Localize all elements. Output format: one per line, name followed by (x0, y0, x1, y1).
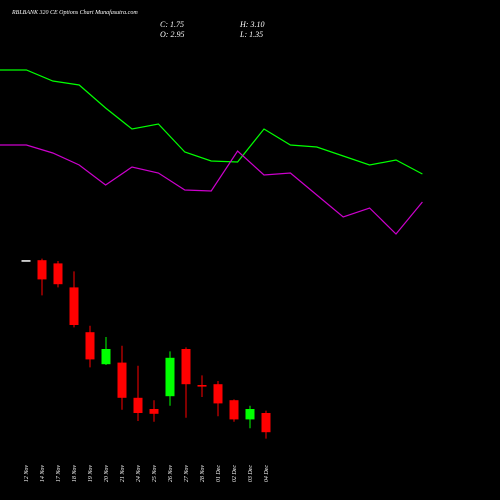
x-tick-label: 17 Nov (56, 465, 62, 483)
candle-body (101, 349, 111, 365)
indicator-line (0, 69, 423, 175)
candle-body (133, 397, 143, 413)
low-label: L: 1.35 (239, 30, 263, 39)
candle-body (245, 409, 255, 420)
x-tick-label: 01 Dec (216, 465, 222, 482)
candle-body (117, 362, 127, 398)
candle-body (197, 385, 207, 387)
x-tick-label: 19 Nov (88, 465, 94, 483)
candle-body (69, 287, 79, 325)
x-tick-label: 24 Nov (135, 465, 142, 483)
candle-body (181, 349, 191, 385)
x-tick-label: 27 Nov (184, 465, 190, 483)
x-tick-label: 20 Nov (104, 465, 110, 483)
x-tick-label: 21 Nov (120, 465, 126, 483)
high-label: H: 3.10 (239, 20, 264, 29)
x-tick-label: 03 Dec (248, 465, 254, 482)
candle-body (37, 260, 47, 280)
x-tick-label: 12 Nov (24, 465, 30, 483)
candle-body (85, 332, 95, 360)
candle-body (21, 260, 31, 262)
candle-body (213, 384, 223, 404)
x-tick-label: 14 Nov (39, 465, 46, 483)
candle-body (149, 409, 159, 414)
candle-body (53, 263, 63, 285)
candle-body (229, 400, 239, 420)
close-label: C: 1.75 (160, 20, 184, 29)
open-label: O: 2.95 (160, 30, 184, 39)
x-tick-label: 02 Dec (232, 465, 238, 482)
x-tick-label: 28 Nov (200, 465, 206, 483)
candle-body (165, 357, 175, 397)
x-tick-label: 18 Nov (72, 465, 78, 483)
candle-body (261, 413, 271, 433)
chart-title: RBLBANK 320 CE Options Chart Munafasutra… (11, 9, 138, 16)
x-tick-label: 26 Nov (168, 465, 174, 483)
indicator-line (0, 144, 423, 235)
x-tick-label: 04 Dec (263, 465, 270, 482)
x-tick-label: 25 Nov (152, 465, 158, 483)
